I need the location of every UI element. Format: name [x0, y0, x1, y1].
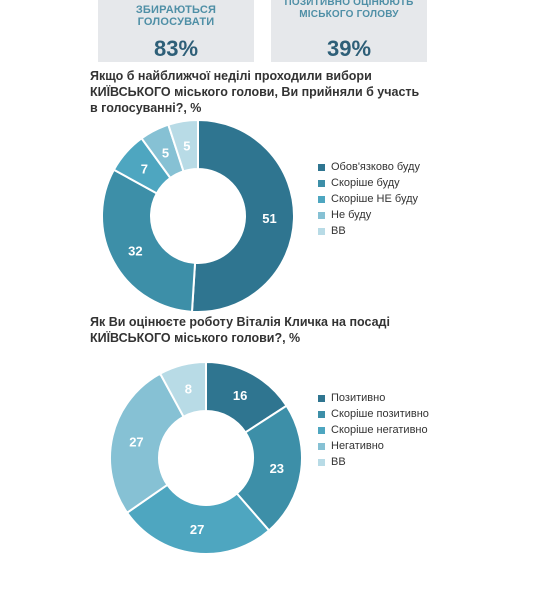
legend-item: Скоріше буду [318, 175, 420, 191]
chart-legend: Позитивно Скоріше позитивно Скоріше негати… [318, 390, 429, 470]
donut-slice [158, 360, 207, 419]
kpi-card-approval: ПОЗИТИВНО ОЦІНЮЮТЬ МІСЬКОГО ГОЛОВУ 39% [271, 0, 427, 62]
slice-value-label: 23 [270, 461, 284, 476]
legend-item: Скоріше НЕ буду [318, 191, 420, 207]
legend-label: Скоріше позитивно [331, 408, 429, 420]
slice-value-label: 7 [141, 162, 148, 177]
donut-slice [109, 372, 185, 515]
donut-slice [125, 483, 271, 555]
kpi-label: ЗБИРАЮТЬСЯ ГОЛОСУВАТИ [135, 4, 217, 28]
legend-label: ВВ [331, 456, 346, 468]
donut-slice [190, 118, 295, 313]
legend-label: Скоріше НЕ буду [331, 193, 419, 205]
legend-label: Негативно [331, 440, 384, 452]
legend-label: ВВ [331, 225, 346, 237]
legend-item: ВВ [318, 454, 429, 470]
kpi-label: ПОЗИТИВНО ОЦІНЮЮТЬ МІСЬКОГО ГОЛОВУ [284, 0, 414, 20]
slice-value-label: 8 [185, 382, 192, 397]
legend-swatch [318, 211, 325, 219]
slice-value-label: 27 [129, 434, 143, 449]
legend-item: Позитивно [318, 390, 429, 406]
donut-slice [235, 404, 303, 532]
donut-slice [101, 168, 197, 313]
slice-value-label: 5 [162, 145, 169, 160]
legend-label: Обов'язково буду [331, 161, 420, 173]
legend-swatch [318, 179, 325, 187]
kpi-card-voting: ЗБИРАЮТЬСЯ ГОЛОСУВАТИ 83% [98, 0, 254, 62]
legend-item: ВВ [318, 223, 420, 239]
legend-swatch [318, 195, 325, 203]
legend-swatch [318, 394, 325, 402]
legend-swatch [318, 163, 325, 171]
legend-swatch [318, 426, 325, 434]
legend-item: Скоріше позитивно [318, 406, 429, 422]
legend-swatch [318, 410, 325, 418]
slice-value-label: 5 [183, 138, 190, 153]
chart-title: Як Ви оцінюєте роботу Віталія Кличка на … [90, 315, 390, 345]
slice-value-label: 16 [233, 388, 247, 403]
kpi-value: 83% [153, 36, 199, 61]
donut-chart-approval: 16 23 27 27 8 Позитивно Скоріше позитивно Скор… [0, 354, 543, 589]
legend-item: Скоріше негативно [318, 422, 429, 438]
slice-value-label: 51 [262, 211, 276, 226]
slice-value-label: 27 [190, 522, 204, 537]
legend-label: Не буду [331, 209, 372, 221]
legend-item: Негативно [318, 438, 429, 454]
legend-label: Позитивно [331, 392, 386, 404]
legend-label: Скоріше негативно [331, 424, 428, 436]
slice-value-label: 32 [128, 243, 142, 258]
legend-label: Скоріше буду [331, 177, 400, 189]
legend-swatch [318, 458, 325, 466]
donut-chart-participation: 51 32 7 5 5 Обов'язково буду Скоріше буду Скор… [0, 112, 543, 347]
donut-chart-svg: 16 23 27 27 8 [109, 360, 303, 555]
legend-swatch [318, 442, 325, 450]
legend-item: Обов'язково буду [318, 159, 420, 175]
kpi-value: 39% [326, 36, 372, 61]
legend-swatch [318, 227, 325, 235]
legend-item: Не буду [318, 207, 420, 223]
chart-title: Якщо б найближчої неділі проходили вибор… [90, 69, 420, 115]
donut-slice [167, 118, 199, 173]
chart-legend: Обов'язково буду Скоріше буду Скоріше НЕ б… [318, 159, 420, 239]
